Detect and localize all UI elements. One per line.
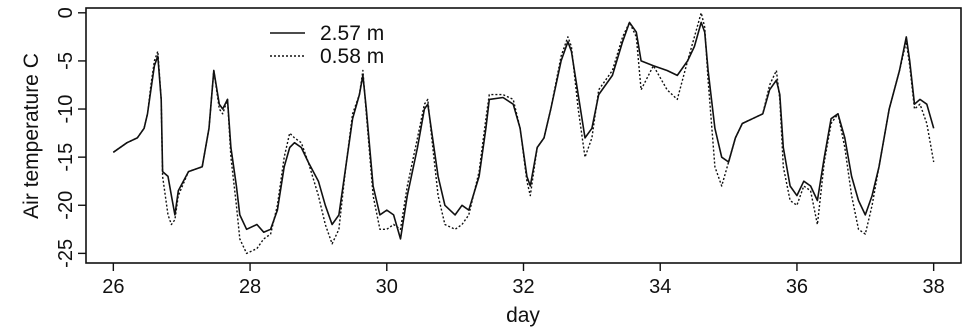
series-layer bbox=[112, 12, 935, 255]
y-tick-label: -25 bbox=[55, 239, 77, 268]
y-tick-label: -15 bbox=[55, 143, 77, 172]
legend: 2.57 m 0.58 m bbox=[270, 22, 384, 68]
plot-frame bbox=[85, 7, 962, 264]
x-axis-label: day bbox=[506, 304, 540, 327]
y-tick-label: -10 bbox=[55, 95, 77, 124]
y-tick-label: 0 bbox=[55, 7, 77, 18]
series-line-2-57m bbox=[112, 21, 935, 240]
x-tick-label: 28 bbox=[239, 276, 261, 298]
x-tick-label: 30 bbox=[376, 276, 398, 298]
x-tick-label: 34 bbox=[649, 276, 671, 298]
x-axis: 26 28 30 32 34 36 38 bbox=[102, 263, 945, 298]
x-tick-label: 36 bbox=[786, 276, 808, 298]
y-tick-label: -5 bbox=[55, 52, 77, 70]
y-axis-label: Air temperature C bbox=[20, 53, 43, 219]
x-tick-label: 26 bbox=[102, 276, 124, 298]
y-axis: 0 -5 -10 -15 -20 -25 bbox=[55, 7, 86, 268]
legend-label-1: 2.57 m bbox=[320, 22, 384, 45]
x-tick-label: 38 bbox=[923, 276, 945, 298]
series-line-0-58m bbox=[112, 12, 935, 255]
x-tick-label: 32 bbox=[512, 276, 534, 298]
legend-label-2: 0.58 m bbox=[320, 45, 384, 68]
y-tick-label: -20 bbox=[55, 191, 77, 220]
